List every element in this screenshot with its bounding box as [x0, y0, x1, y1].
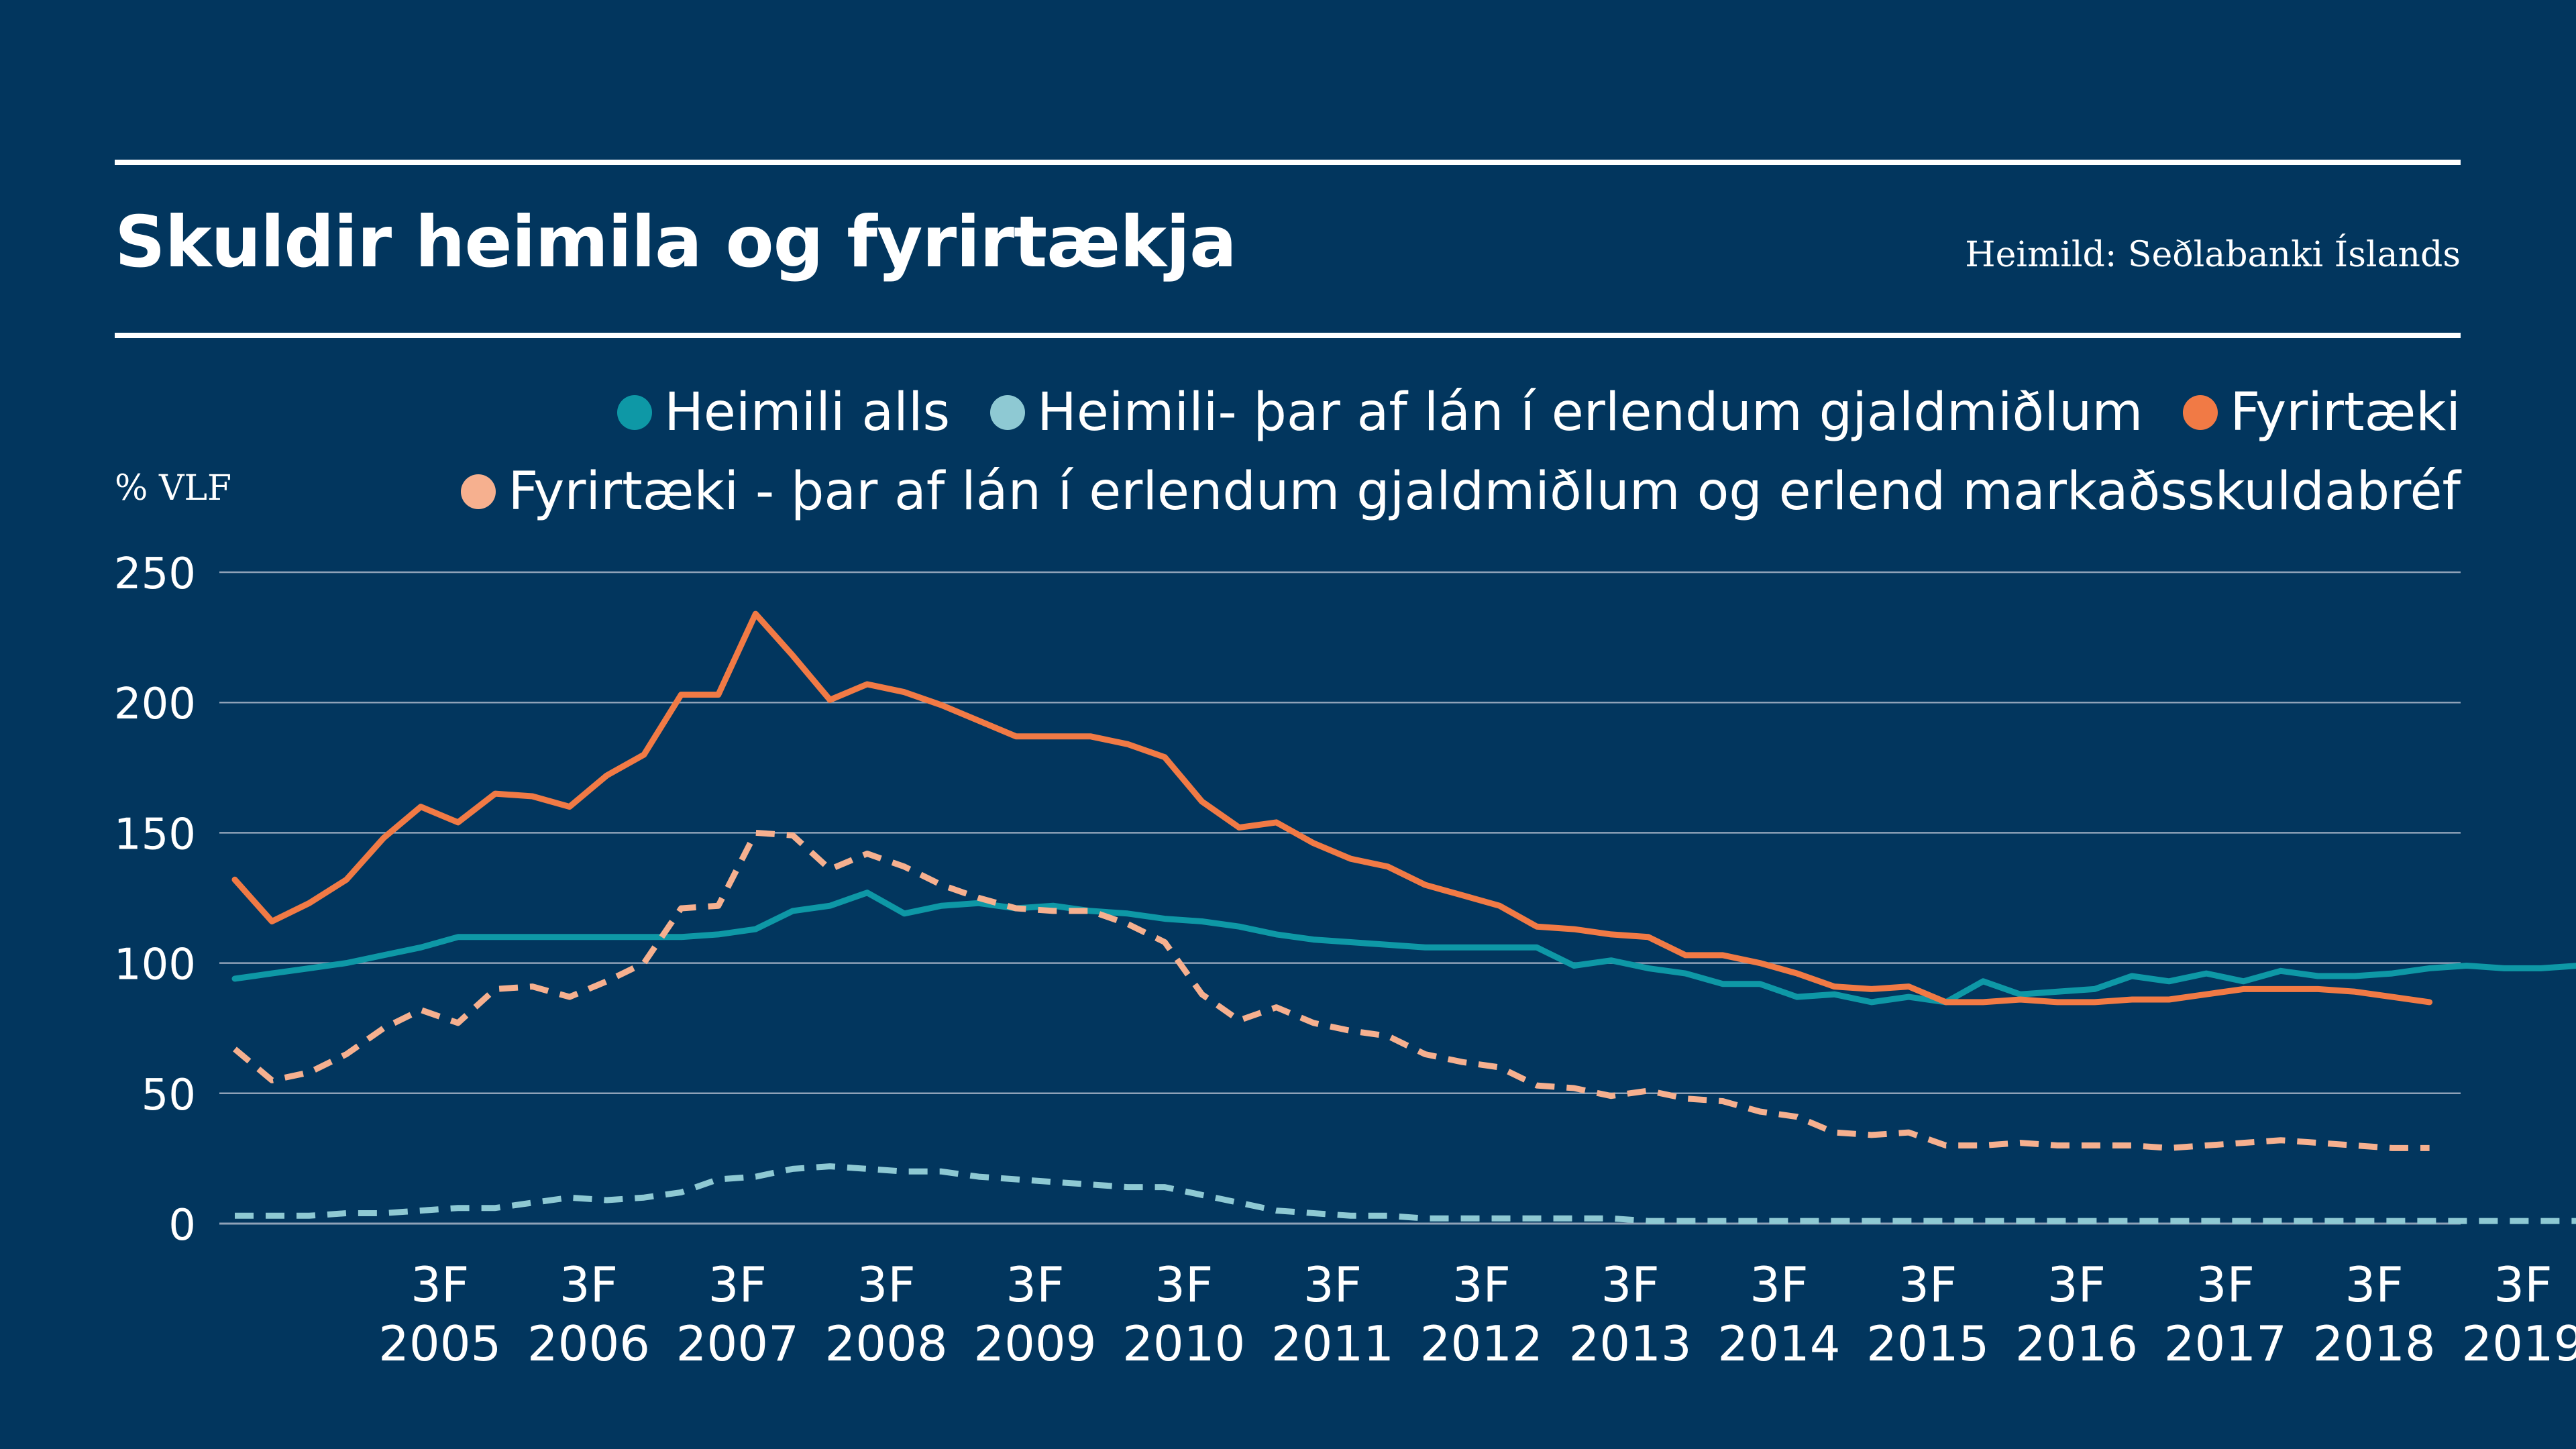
x-tick-quarter-2018: 3F — [2345, 1256, 2403, 1313]
x-tick-year-2009: 2009 — [973, 1316, 1096, 1372]
x-tick-quarter-2017: 3F — [2196, 1256, 2255, 1313]
x-tick-year-2017: 2017 — [2164, 1316, 2287, 1372]
x-tick-quarter-2011: 3F — [1303, 1256, 1362, 1313]
legend-item-heimili-alls: Heimili alls — [617, 382, 950, 443]
legend-swatch-heimili-alls — [617, 395, 653, 430]
legend-row-2: Fyrirtæki - þar af lán í erlendum gjaldm… — [461, 462, 2461, 522]
legend-item-heimili-erlend: Heimili- þar af lán í erlendum gjaldmiðl… — [990, 382, 2143, 443]
source-note: Heimild: Seðlabanki Íslands — [1965, 235, 2461, 275]
top-divider — [115, 160, 2461, 165]
x-tick-quarter-2005: 3F — [411, 1256, 469, 1313]
x-tick-year-2008: 2008 — [824, 1316, 947, 1372]
legend-label-fyrirtaeki-erlend: Fyrirtæki - þar af lán í erlendum gjaldm… — [508, 462, 2461, 522]
y-tick-label-100: 100 — [114, 941, 196, 990]
series-line-1 — [235, 1163, 2576, 1224]
y-axis-ticks: 0 50 100 150 200 250 — [114, 549, 196, 1250]
x-tick-year-2018: 2018 — [2312, 1316, 2435, 1372]
x-tick-year-2016: 2016 — [2015, 1316, 2138, 1372]
series-lines — [231, 610, 2576, 1224]
legend-label-fyrirtaeki: Fyrirtæki — [2230, 382, 2461, 443]
series-line-3 — [233, 829, 2430, 1151]
x-tick-quarter-2008: 3F — [857, 1256, 915, 1313]
x-tick-year-2007: 2007 — [676, 1316, 799, 1372]
x-tick-quarter-2016: 3F — [2047, 1256, 2106, 1313]
x-tick-year-2013: 2013 — [1568, 1316, 1691, 1372]
x-tick-quarter-2010: 3F — [1155, 1256, 1213, 1313]
x-tick-quarter-2013: 3F — [1601, 1256, 1659, 1313]
x-axis-ticks: 3F20053F20063F20073F20083F20093F20103F20… — [378, 1256, 2576, 1372]
y-tick-label-50: 50 — [142, 1071, 196, 1120]
x-tick-year-2019: 2019 — [2461, 1316, 2576, 1372]
x-tick-year-2006: 2006 — [527, 1316, 650, 1372]
gridlines — [219, 571, 2461, 1225]
x-tick-quarter-2007: 3F — [708, 1256, 767, 1313]
title-divider — [115, 333, 2461, 338]
x-tick-quarter-2014: 3F — [1750, 1256, 1808, 1313]
x-tick-quarter-2019: 3F — [2493, 1256, 2552, 1313]
legend-swatch-fyrirtaeki-erlend — [461, 474, 496, 509]
y-tick-label-200: 200 — [114, 680, 196, 729]
y-tick-label-150: 150 — [114, 810, 196, 859]
x-tick-quarter-2015: 3F — [1898, 1256, 1957, 1313]
legend-label-heimili-erlend: Heimili- þar af lán í erlendum gjaldmiðl… — [1037, 382, 2143, 443]
x-tick-year-2014: 2014 — [1717, 1316, 1840, 1372]
y-tick-label-250: 250 — [114, 549, 196, 599]
chart-title: Skuldir heimila og fyrirtækja — [115, 201, 1237, 283]
x-tick-year-2012: 2012 — [1420, 1316, 1543, 1372]
legend-swatch-heimili-erlend — [990, 395, 1026, 430]
x-tick-year-2005: 2005 — [378, 1316, 501, 1372]
y-tick-label-0: 0 — [168, 1201, 196, 1250]
series-line-2 — [231, 610, 2433, 1006]
legend-item-fyrirtaeki-erlend: Fyrirtæki - þar af lán í erlendum gjaldm… — [461, 462, 2461, 522]
legend-item-fyrirtaeki: Fyrirtæki — [2183, 382, 2461, 443]
x-tick-year-2015: 2015 — [1866, 1316, 1989, 1372]
x-tick-quarter-2012: 3F — [1452, 1256, 1511, 1313]
legend-swatch-fyrirtaeki — [2183, 395, 2218, 430]
legend-row-1: Heimili alls Heimili- þar af lán í erlen… — [617, 382, 2461, 443]
x-tick-year-2010: 2010 — [1122, 1316, 1245, 1372]
legend-label-heimili-alls: Heimili alls — [664, 382, 951, 443]
series-line-0 — [231, 890, 2576, 1006]
x-tick-year-2011: 2011 — [1271, 1316, 1394, 1372]
x-tick-quarter-2006: 3F — [559, 1256, 618, 1313]
x-tick-quarter-2009: 3F — [1006, 1256, 1064, 1313]
y-axis-unit-label: % VLF — [115, 468, 232, 508]
